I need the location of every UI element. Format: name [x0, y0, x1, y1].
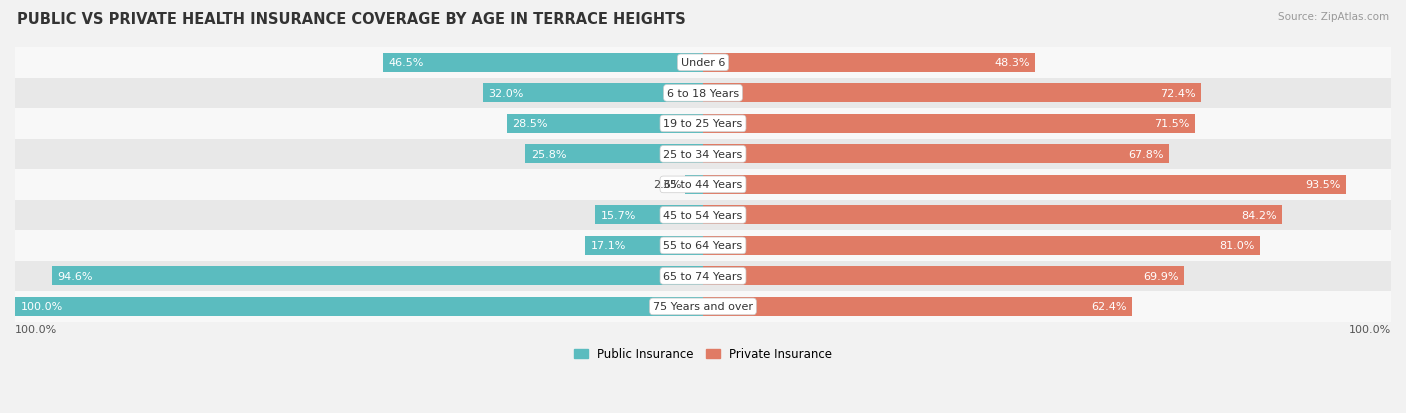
Bar [382, 54, 703, 73]
Bar [15, 292, 1391, 322]
Text: 100.0%: 100.0% [21, 302, 63, 312]
Text: 45 to 54 Years: 45 to 54 Years [664, 210, 742, 221]
Legend: Public Insurance, Private Insurance: Public Insurance, Private Insurance [569, 343, 837, 366]
Text: 35 to 44 Years: 35 to 44 Years [664, 180, 742, 190]
Text: 32.0%: 32.0% [488, 89, 523, 99]
Text: 67.8%: 67.8% [1129, 150, 1164, 159]
Bar [15, 200, 1391, 230]
Text: 100.0%: 100.0% [1348, 325, 1391, 335]
Text: 65 to 74 Years: 65 to 74 Years [664, 271, 742, 281]
Text: PUBLIC VS PRIVATE HEALTH INSURANCE COVERAGE BY AGE IN TERRACE HEIGHTS: PUBLIC VS PRIVATE HEALTH INSURANCE COVER… [17, 12, 686, 27]
Bar [15, 170, 1391, 200]
Text: 19 to 25 Years: 19 to 25 Years [664, 119, 742, 129]
Bar [482, 84, 703, 103]
Bar [15, 297, 703, 316]
Bar [15, 109, 1391, 139]
Bar [703, 297, 1132, 316]
Bar [15, 230, 1391, 261]
Bar [703, 267, 1184, 286]
Text: 62.4%: 62.4% [1091, 302, 1126, 312]
Text: 55 to 64 Years: 55 to 64 Years [664, 241, 742, 251]
Bar [703, 176, 1347, 195]
Text: 81.0%: 81.0% [1219, 241, 1254, 251]
Bar [595, 206, 703, 225]
Bar [15, 139, 1391, 170]
Text: 25 to 34 Years: 25 to 34 Years [664, 150, 742, 159]
Bar [703, 54, 1035, 73]
Text: 100.0%: 100.0% [15, 325, 58, 335]
Bar [703, 84, 1201, 103]
Bar [52, 267, 703, 286]
Bar [526, 145, 703, 164]
Text: 2.6%: 2.6% [654, 180, 682, 190]
Text: 84.2%: 84.2% [1241, 210, 1277, 221]
Text: 28.5%: 28.5% [512, 119, 548, 129]
Bar [15, 48, 1391, 78]
Text: 46.5%: 46.5% [388, 58, 425, 68]
Text: 48.3%: 48.3% [994, 58, 1029, 68]
Bar [703, 145, 1170, 164]
Bar [685, 176, 703, 195]
Text: 15.7%: 15.7% [600, 210, 636, 221]
Text: Under 6: Under 6 [681, 58, 725, 68]
Text: 25.8%: 25.8% [531, 150, 567, 159]
Bar [15, 78, 1391, 109]
Text: 71.5%: 71.5% [1154, 119, 1189, 129]
Text: 69.9%: 69.9% [1143, 271, 1178, 281]
Bar [508, 115, 703, 133]
Text: 94.6%: 94.6% [58, 271, 93, 281]
Text: 17.1%: 17.1% [591, 241, 626, 251]
Text: 6 to 18 Years: 6 to 18 Years [666, 89, 740, 99]
Text: 93.5%: 93.5% [1305, 180, 1341, 190]
Bar [703, 206, 1282, 225]
Text: 75 Years and over: 75 Years and over [652, 302, 754, 312]
Text: 72.4%: 72.4% [1160, 89, 1195, 99]
Bar [15, 261, 1391, 292]
Bar [703, 115, 1195, 133]
Text: Source: ZipAtlas.com: Source: ZipAtlas.com [1278, 12, 1389, 22]
Bar [585, 236, 703, 255]
Bar [703, 236, 1260, 255]
